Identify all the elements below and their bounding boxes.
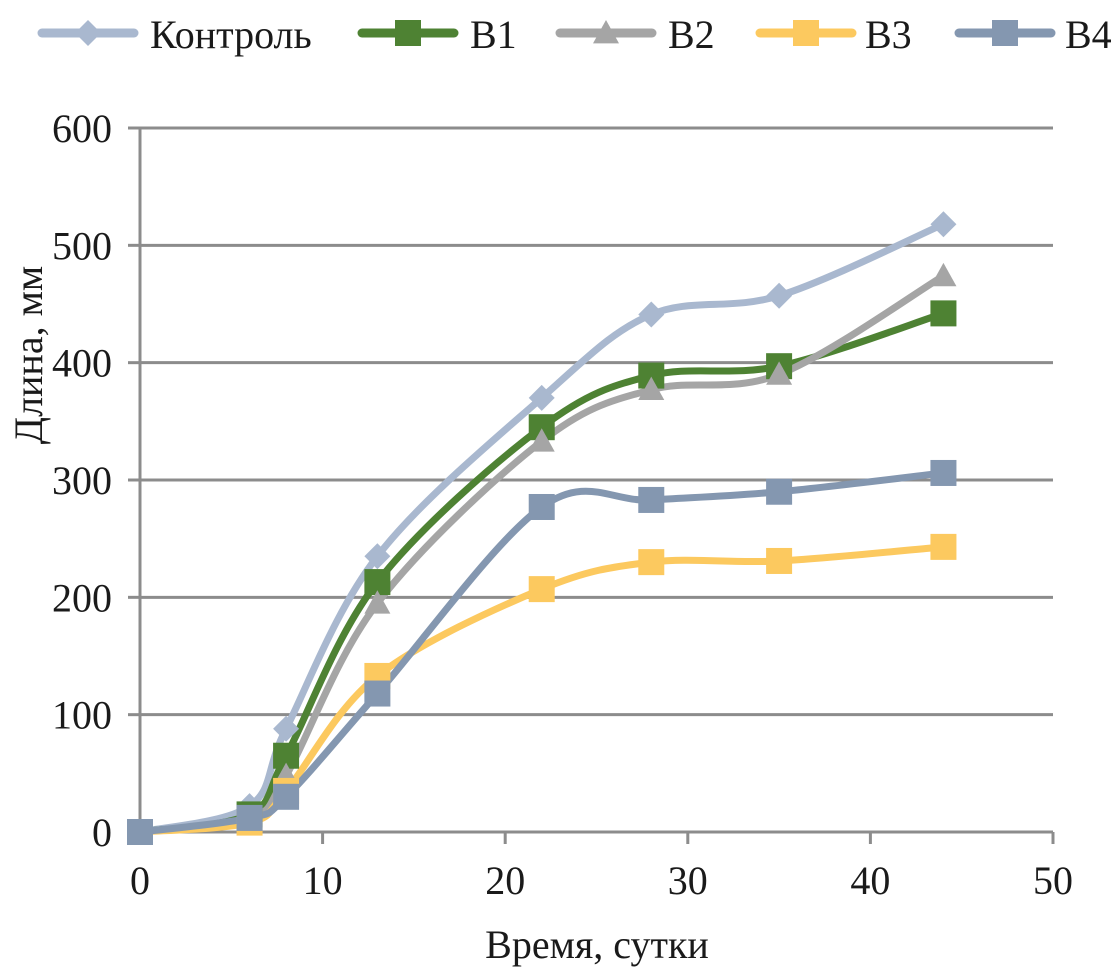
legend-item: В2 <box>555 12 715 57</box>
data-point <box>528 493 555 520</box>
data-point <box>638 549 665 576</box>
data-point <box>930 211 957 238</box>
data-point <box>930 262 957 287</box>
legend-marker <box>593 20 619 44</box>
data-point <box>364 590 391 614</box>
legend-marker <box>75 20 101 46</box>
data-point <box>236 804 263 831</box>
x-tick-label: 20 <box>485 858 525 903</box>
y-tick-label: 500 <box>52 223 112 268</box>
data-point <box>528 576 555 603</box>
x-tick-label: 30 <box>668 858 708 903</box>
data-point <box>127 819 153 845</box>
data-point <box>528 384 555 411</box>
y-axis-title: Длина, мм <box>6 266 51 444</box>
data-point <box>766 282 793 309</box>
data-point <box>766 361 793 385</box>
data-point <box>528 428 555 452</box>
series-4-markers <box>127 459 957 845</box>
legend-label: В2 <box>668 12 715 57</box>
y-tick-label: 200 <box>52 575 112 620</box>
x-tick-label: 10 <box>303 858 343 903</box>
series-1-markers <box>127 300 957 845</box>
data-point <box>930 300 957 327</box>
x-tick-labels: 0 10 20 30 40 50 <box>130 858 1073 903</box>
data-point <box>930 533 957 560</box>
y-tick-label: 100 <box>52 693 112 738</box>
series-4 <box>136 469 947 836</box>
gridlines <box>140 126 1053 717</box>
data-point <box>638 301 665 328</box>
data-point <box>638 486 665 513</box>
data-point <box>273 783 300 810</box>
series-0-markers <box>127 211 957 845</box>
series-line <box>136 469 947 836</box>
series-line <box>136 272 947 836</box>
data-point <box>766 547 793 574</box>
y-tick-label: 300 <box>52 458 112 503</box>
axes <box>128 126 1055 844</box>
legend-item: В1 <box>357 12 517 57</box>
legend-marker <box>395 20 421 46</box>
x-tick-label: 40 <box>850 858 890 903</box>
data-point <box>638 376 665 401</box>
data-point <box>364 543 391 570</box>
series-2 <box>136 272 947 836</box>
legend-label: В3 <box>865 12 912 57</box>
legend-label: Контроль <box>150 12 312 57</box>
x-tick-label: 50 <box>1033 858 1073 903</box>
legend-item: Контроль <box>37 12 312 57</box>
series-markers <box>127 211 957 845</box>
legend-label: В4 <box>1065 12 1112 57</box>
series-lines <box>136 220 947 836</box>
y-tick-label: 400 <box>52 341 112 386</box>
x-tick-label: 0 <box>130 858 150 903</box>
legend-item: В4 <box>954 12 1112 57</box>
legend: Контроль В1 В2 В3 В4 <box>37 12 1112 57</box>
y-tick-label: 600 <box>52 106 112 151</box>
data-point <box>364 680 391 707</box>
data-point <box>766 478 793 505</box>
y-tick-label: 0 <box>92 810 112 855</box>
x-axis-title: Время, сутки <box>485 922 709 967</box>
legend-marker <box>793 20 819 46</box>
data-point <box>930 459 957 486</box>
y-tick-labels: 0 100 200 300 400 500 600 <box>52 106 112 855</box>
legend-label: В1 <box>470 12 517 57</box>
series-line <box>136 220 947 836</box>
legend-marker <box>992 20 1018 46</box>
legend-item: В3 <box>755 12 912 57</box>
series-0 <box>136 220 947 836</box>
data-point <box>273 715 300 742</box>
